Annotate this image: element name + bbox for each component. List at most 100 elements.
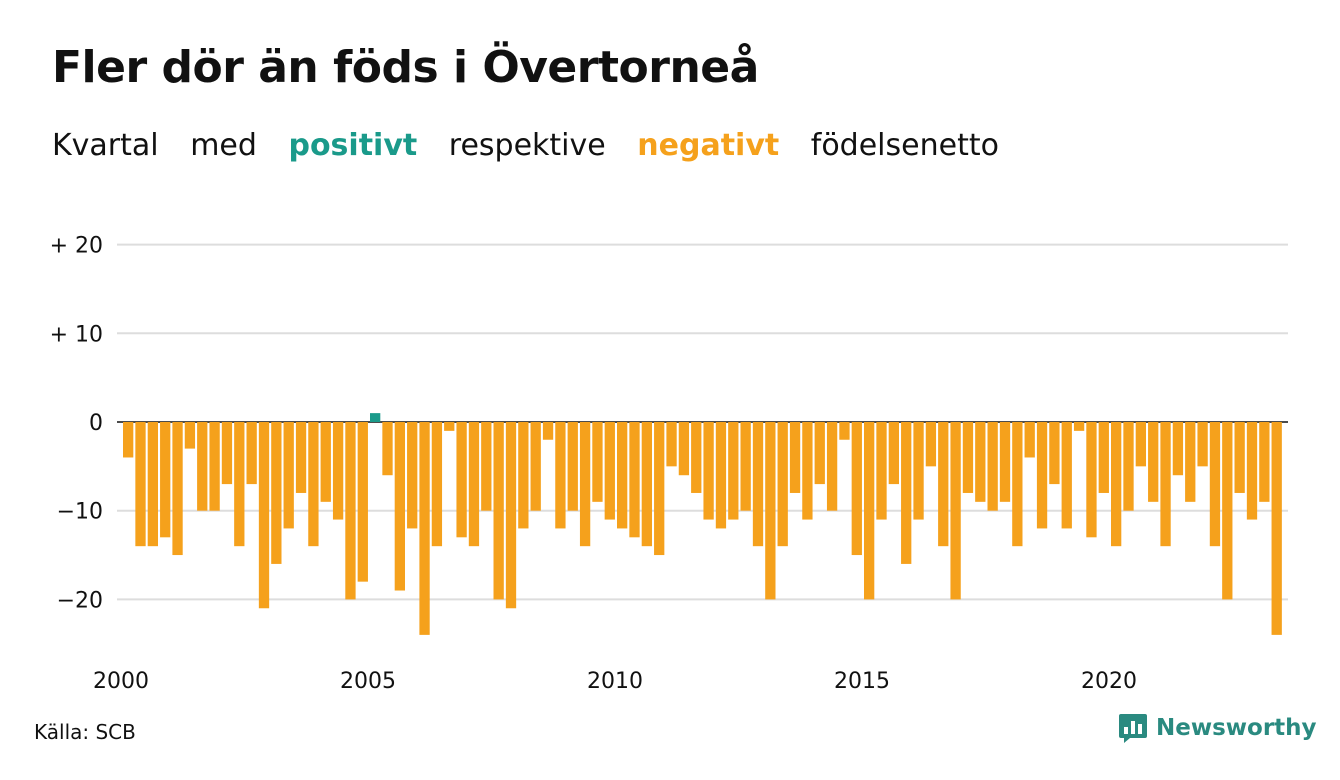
bar	[172, 422, 183, 556]
bar	[160, 422, 171, 538]
bar	[962, 422, 974, 493]
subtitle-word: respektive	[448, 128, 606, 163]
bar	[271, 422, 282, 564]
bar	[1271, 422, 1282, 635]
bar	[629, 422, 640, 538]
subtitle-word: med	[190, 128, 257, 163]
bar	[765, 422, 776, 600]
bar	[864, 422, 875, 600]
bar	[567, 422, 578, 511]
bar	[407, 422, 418, 529]
bar	[789, 422, 801, 493]
bar	[456, 422, 467, 538]
bar	[950, 422, 961, 600]
bar	[740, 422, 751, 511]
y-tick-label: + 10	[50, 322, 103, 347]
brand-name: Newsworthy	[1156, 715, 1317, 741]
bar	[209, 422, 220, 511]
bar	[654, 422, 665, 556]
subtitle-negative: negativt	[637, 128, 780, 163]
bar	[135, 422, 146, 547]
bar	[913, 422, 924, 520]
bar	[123, 422, 134, 458]
bar	[1246, 422, 1258, 520]
bars	[123, 413, 1282, 635]
bar	[481, 422, 492, 511]
bar	[888, 422, 899, 485]
bar	[752, 422, 764, 547]
bar	[1061, 422, 1072, 529]
bar	[1012, 422, 1023, 547]
bar	[851, 422, 862, 556]
subtitle-word: Kvartal	[52, 128, 159, 163]
bar	[234, 422, 245, 547]
bar	[444, 422, 455, 431]
bar	[814, 422, 825, 485]
bar	[468, 422, 480, 547]
bar	[617, 422, 628, 529]
bar	[1135, 422, 1146, 467]
bar	[320, 422, 331, 502]
x-tick-label: 2000	[93, 669, 149, 694]
bar	[592, 422, 603, 502]
bar	[1086, 422, 1097, 538]
bar	[826, 422, 838, 511]
bar	[999, 422, 1011, 502]
bar	[1024, 422, 1035, 458]
x-tick-label: 2015	[834, 669, 890, 694]
y-tick-label: 0	[89, 411, 103, 436]
bar	[1123, 422, 1134, 511]
bar	[370, 413, 381, 422]
bar	[1036, 422, 1048, 529]
bar	[604, 422, 615, 520]
bar	[1197, 422, 1208, 467]
bar	[1172, 422, 1184, 476]
bar	[542, 422, 554, 440]
subtitle-positive: positivt	[288, 128, 418, 163]
bar	[184, 422, 196, 449]
bar	[777, 422, 788, 547]
bar	[431, 422, 443, 547]
chart-subtitle: Kvartal med positivt respektive negativt…	[52, 128, 1021, 163]
bar	[802, 422, 813, 520]
bar	[1222, 422, 1233, 600]
y-tick-label: −10	[57, 500, 103, 525]
bar	[332, 422, 344, 520]
bar	[1148, 422, 1159, 502]
bar	[938, 422, 949, 547]
bar	[555, 422, 566, 529]
bar	[691, 422, 702, 493]
x-tick-label: 2005	[340, 669, 396, 694]
y-axis-labels: + 20 + 10 0 −10 −20	[50, 234, 103, 614]
bar	[1073, 422, 1085, 431]
subtitle-word: födelsenetto	[810, 128, 999, 163]
bar	[147, 422, 158, 547]
bar	[345, 422, 356, 600]
y-tick-label: + 20	[50, 234, 103, 259]
bar	[1234, 422, 1245, 493]
bar	[357, 422, 368, 582]
y-tick-label: −20	[57, 588, 103, 613]
bar	[1185, 422, 1196, 502]
x-tick-label: 2020	[1081, 669, 1137, 694]
bar	[666, 422, 677, 467]
bar	[308, 422, 319, 547]
bar	[1209, 422, 1221, 547]
bar	[975, 422, 986, 502]
bar	[715, 422, 727, 529]
newsworthy-logo: Newsworthy	[1118, 712, 1317, 744]
bar	[678, 422, 690, 476]
bar	[925, 422, 937, 467]
bar	[728, 422, 739, 520]
bar	[530, 422, 541, 511]
bar	[295, 422, 307, 493]
bar	[1111, 422, 1122, 547]
bar	[641, 422, 652, 547]
bar	[419, 422, 430, 635]
bar	[283, 422, 294, 529]
bar	[901, 422, 912, 564]
x-tick-label: 2010	[587, 669, 643, 694]
x-axis-labels: 2000 2005 2010 2015 2020	[93, 669, 1137, 694]
bar	[246, 422, 257, 485]
bar	[221, 422, 233, 485]
